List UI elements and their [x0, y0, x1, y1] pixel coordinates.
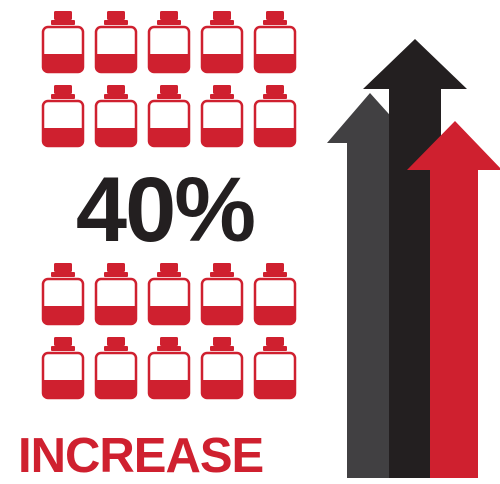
percent-value: 40%: [75, 159, 256, 261]
medicine-bottle-icon: [252, 336, 298, 402]
increase-label: INCREASE: [18, 429, 264, 483]
medicine-bottle-icon: [199, 10, 245, 76]
medicine-bottle-icon: [252, 84, 298, 150]
medicine-bottle-icon: [252, 10, 298, 76]
arrows-graphic: [327, 39, 500, 478]
medicine-bottle-icon: [199, 336, 245, 402]
medicine-bottle-icon: [93, 84, 139, 150]
medicine-bottle-icon: [40, 84, 86, 150]
medicine-bottle-icon: [93, 10, 139, 76]
medicine-bottle-icon: [146, 262, 192, 328]
medicine-bottle-icon: [146, 336, 192, 402]
medicine-bottle-icon: [93, 336, 139, 402]
medicine-bottle-icon: [252, 262, 298, 328]
medicine-bottle-icon: [93, 262, 139, 328]
bottle-grid-bottom: [40, 262, 298, 402]
medicine-bottle-icon: [199, 262, 245, 328]
medicine-bottle-icon: [146, 84, 192, 150]
medicine-bottle-icon: [146, 10, 192, 76]
medicine-bottle-icon: [199, 84, 245, 150]
red-arrow: [407, 121, 500, 478]
bottle-grid-top: [40, 10, 298, 150]
medicine-bottle-icon: [40, 262, 86, 328]
medicine-bottle-icon: [40, 336, 86, 402]
medicine-bottle-icon: [40, 10, 86, 76]
